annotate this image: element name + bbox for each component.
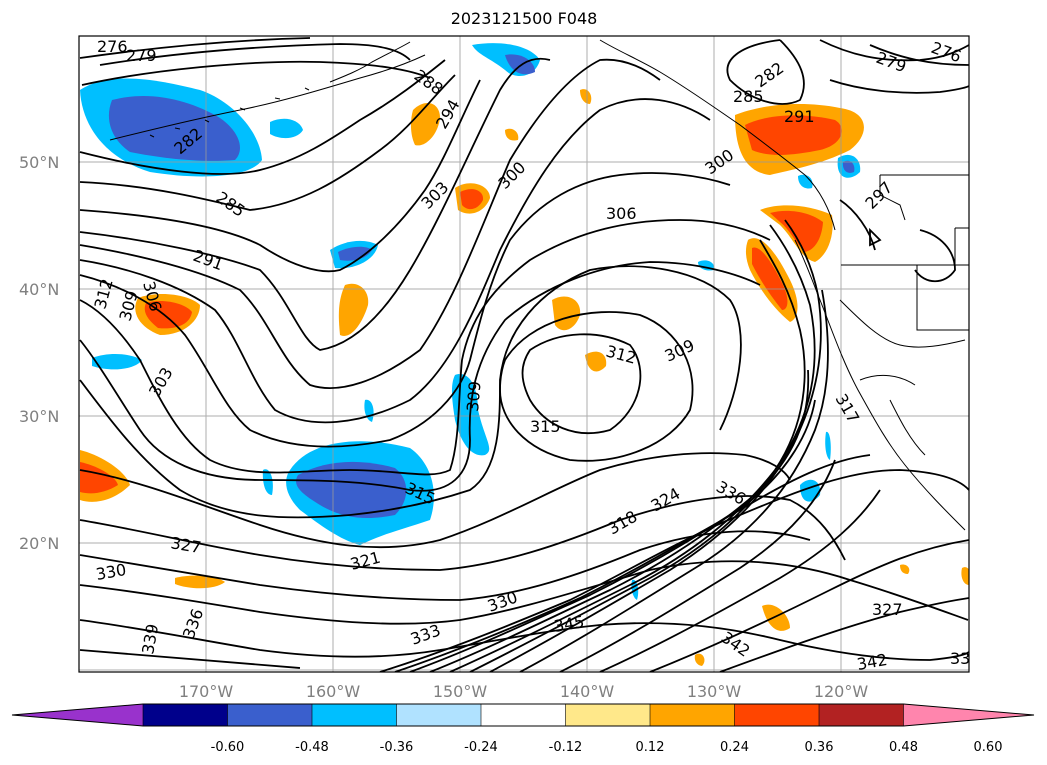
lat-tick-label: 20°N — [19, 534, 59, 553]
lat-tick-label: 30°N — [19, 407, 59, 426]
contour-label: 309 — [463, 380, 485, 412]
lat-tick-label: 50°N — [19, 153, 59, 172]
colorbar-segment — [819, 704, 904, 726]
colorbar-segment — [481, 704, 566, 726]
contour-label: 327 — [872, 600, 903, 619]
lon-tick-label: 150°W — [433, 682, 488, 701]
colorbar: -0.60 -0.48 -0.36 -0.24 -0.12 0.12 0.24 … — [11, 703, 1035, 755]
colorbar-outline — [11, 703, 1035, 727]
colorbar-label: -0.48 — [295, 740, 329, 755]
contour-label: 279 — [126, 46, 157, 65]
colorbar-label: 0.60 — [974, 740, 1003, 755]
colorbar-label: -0.12 — [549, 740, 583, 755]
graticule — [79, 36, 969, 672]
colorbar-segment — [227, 704, 313, 726]
contour-label: 276 — [97, 37, 128, 56]
height-contours — [79, 37, 969, 672]
lon-tick-label: 170°W — [179, 682, 234, 701]
contour-label: 342 — [855, 650, 888, 674]
contour-label: 291 — [784, 107, 815, 126]
lon-tick-label: 130°W — [687, 682, 742, 701]
lon-tick-label: 160°W — [306, 682, 361, 701]
colorbar-label: 0.48 — [889, 740, 918, 755]
colorbar-extend-low — [12, 704, 143, 726]
map-frame — [78, 35, 970, 673]
longitude-ticks: 170°W 160°W 150°W 140°W 130°W 120°W — [179, 682, 869, 701]
lon-tick-label: 140°W — [560, 682, 615, 701]
colorbar-segment — [312, 704, 397, 726]
contour-label: 306 — [606, 204, 637, 223]
contour-label: 33 — [950, 649, 970, 668]
map-title: 2023121500 F048 — [450, 9, 598, 28]
colorbar-extend-high — [903, 704, 1034, 726]
colorbar-label: -0.60 — [211, 740, 245, 755]
positive-anomaly-shading — [80, 89, 969, 666]
colorbar-dividers — [142, 704, 904, 726]
contour-label: 285 — [733, 87, 764, 106]
latitude-ticks: 50°N 40°N 30°N 20°N — [19, 153, 59, 553]
colorbar-segment — [565, 704, 651, 726]
colorbar-label: 0.36 — [805, 740, 834, 755]
map-canvas: 276 279 288 294 282 285 291 279 276 282 … — [79, 36, 970, 674]
negative-anomaly-shading — [80, 43, 861, 600]
lat-tick-label: 40°N — [19, 280, 59, 299]
colorbar-label: -0.36 — [380, 740, 414, 755]
contour-label: 315 — [530, 417, 561, 436]
colorbar-segment — [650, 704, 735, 726]
colorbar-label: 0.12 — [636, 740, 665, 755]
colorbar-segment — [734, 704, 820, 726]
colorbar-segment — [396, 704, 482, 726]
colorbar-label: -0.24 — [464, 740, 498, 755]
colorbar-label: 0.24 — [720, 740, 749, 755]
colorbar-segment — [143, 704, 228, 726]
colorbar-labels: -0.60 -0.48 -0.36 -0.24 -0.12 0.12 0.24 … — [211, 740, 1003, 755]
lon-tick-label: 120°W — [814, 682, 869, 701]
colorbar-segments — [12, 704, 1034, 726]
